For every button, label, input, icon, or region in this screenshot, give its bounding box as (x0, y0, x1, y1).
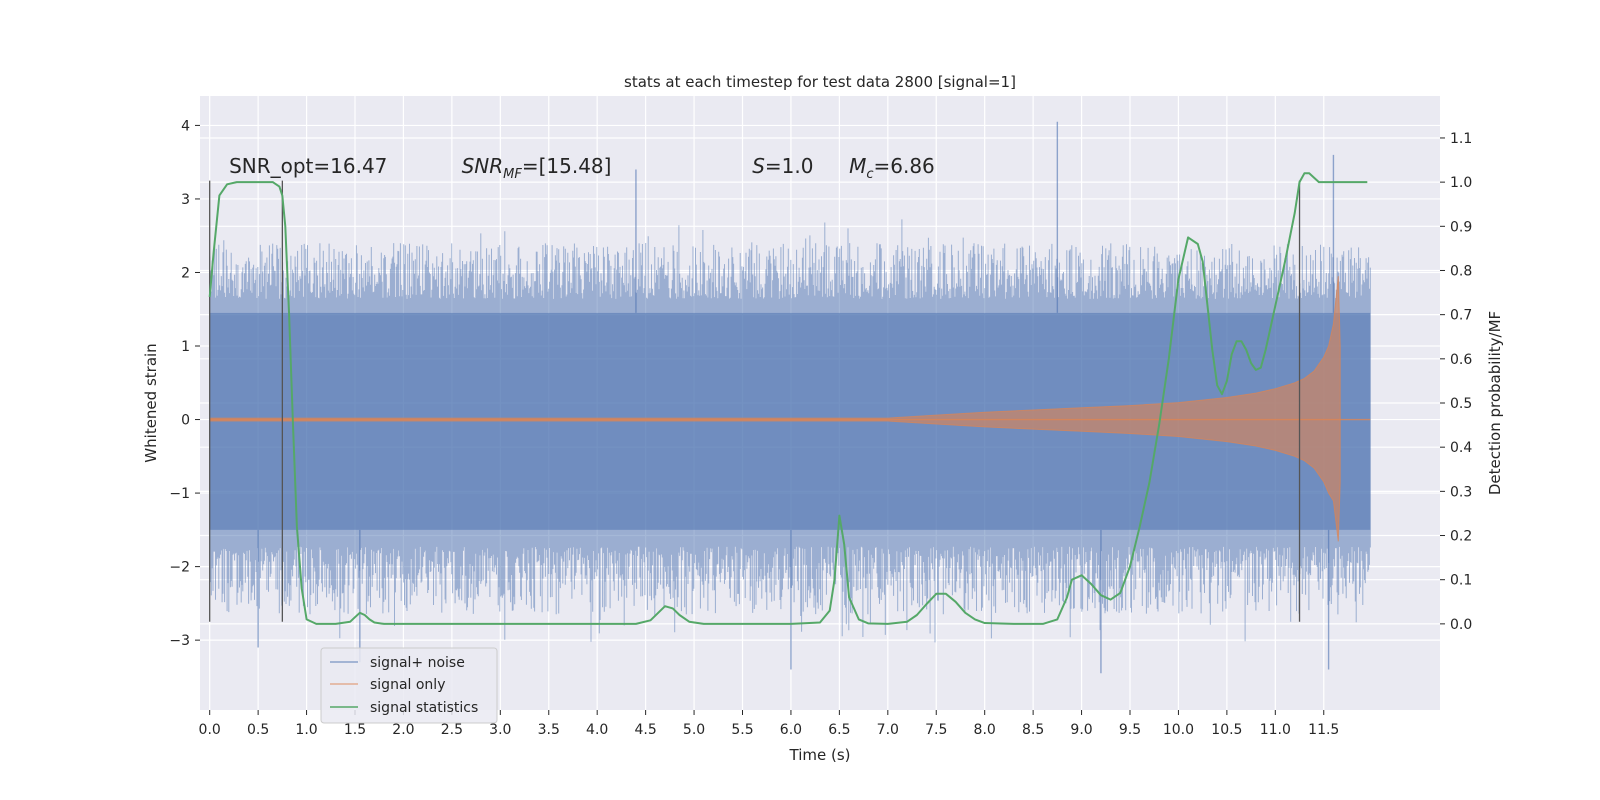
y2-tick-label: 0.3 (1450, 484, 1472, 500)
annotation-3: Mc=6.86 (849, 154, 935, 182)
y2-tick-label: 0.1 (1450, 573, 1472, 589)
series-signal-statistics (208, 172, 1368, 625)
legend: signal+ noise signal only signal statist… (320, 647, 498, 724)
x-tick-label: 0.5 (247, 722, 269, 738)
y-tick-label: 3 (181, 192, 190, 208)
statistics-line (208, 172, 1368, 625)
x-tick-label: 11.0 (1260, 722, 1291, 738)
marker-lines (209, 180, 1301, 622)
x-axis-label: Time (s) (789, 746, 851, 764)
x-tick-label: 2.5 (441, 722, 463, 738)
annotation-suffix: =6.86 (873, 154, 934, 178)
x-tick-label: 10.5 (1211, 722, 1242, 738)
legend-label-signal-only: signal only (370, 677, 445, 693)
legend-label-signal-plus-noise: signal+ noise (370, 655, 465, 671)
x-tick-label: 6.5 (828, 722, 850, 738)
y-ticks: −3 −2 −1 0 1 2 3 4 (169, 118, 200, 649)
annotation-main: S (752, 154, 765, 178)
annotation-sub: c (866, 167, 873, 182)
y-tick-label: −2 (169, 560, 190, 576)
y2-tick-label: 0.6 (1450, 352, 1472, 368)
y-tick-label: 4 (181, 118, 190, 134)
annotation-suffix: =[15.48] (522, 154, 612, 178)
annotation-main: SNR (462, 154, 504, 178)
x-tick-label: 4.0 (586, 722, 608, 738)
annotation-0: SNR_opt=16.47 (229, 154, 387, 178)
y-axis-label: Whitened strain (142, 343, 160, 462)
legend-box (320, 647, 498, 724)
y2-tick-label: 1.1 (1450, 131, 1472, 147)
signal-envelope (209, 276, 1341, 542)
series-signal-only (209, 276, 1371, 542)
y2-tick-label: 1.0 (1450, 175, 1472, 191)
y-tick-label: 2 (181, 265, 190, 281)
annotation-2: S=1.0 (752, 154, 813, 178)
y2-tick-label: 0.2 (1450, 529, 1472, 545)
x-tick-label: 5.5 (731, 722, 753, 738)
y2-ticks: 0.0 0.1 0.2 0.3 0.4 0.5 0.6 0.7 0.8 0.9 1.0 1.1 (1440, 131, 1472, 633)
annotation-main: SNR_opt=16.47 (229, 154, 387, 178)
annotation-main: M (849, 154, 866, 178)
x-tick-label: 3.0 (489, 722, 511, 738)
y2-axis-label: Detection probability/MF (1486, 311, 1504, 495)
y2-tick-label: 0.4 (1450, 440, 1472, 456)
x-tick-label: 7.5 (925, 722, 947, 738)
y-tick-label: −1 (169, 486, 190, 502)
y2-tick-label: 0.9 (1450, 219, 1472, 235)
x-tick-label: 5.0 (683, 722, 705, 738)
x-tick-label: 2.0 (392, 722, 414, 738)
x-tick-label: 1.5 (344, 722, 366, 738)
y2-tick-label: 0.0 (1450, 617, 1472, 633)
x-tick-label: 10.0 (1163, 722, 1194, 738)
y-tick-label: 1 (181, 339, 190, 355)
chart-title: stats at each timestep for test data 280… (624, 73, 1016, 91)
x-tick-label: 9.0 (1070, 722, 1092, 738)
x-ticks: 0.0 0.5 1.0 1.5 2.0 2.5 3.0 3.5 4.0 4.5 5.0 5.5 6.0 6… (199, 710, 1339, 738)
y2-tick-label: 0.8 (1450, 263, 1472, 279)
x-tick-label: 1.0 (295, 722, 317, 738)
x-tick-label: 0.0 (199, 722, 221, 738)
annotation-suffix: =1.0 (765, 154, 814, 178)
y2-tick-label: 0.7 (1450, 308, 1472, 324)
y-tick-label: −3 (169, 633, 190, 649)
x-tick-label: 4.5 (634, 722, 656, 738)
x-tick-label: 7.0 (877, 722, 899, 738)
x-tick-label: 11.5 (1308, 722, 1339, 738)
y2-tick-label: 0.5 (1450, 396, 1472, 412)
annotations: SNR_opt=16.47 SNRMF=[15.48] S=1.0 Mc=6.86 (229, 154, 935, 182)
x-tick-label: 8.0 (974, 722, 996, 738)
x-tick-label: 8.5 (1022, 722, 1044, 738)
annotation-sub: MF (503, 167, 522, 182)
y-tick-label: 0 (181, 413, 190, 429)
x-tick-label: 9.5 (1119, 722, 1141, 738)
x-tick-label: 3.5 (538, 722, 560, 738)
legend-label-signal-statistics: signal statistics (370, 700, 478, 716)
annotation-1: SNRMF=[15.48] (462, 154, 612, 182)
x-tick-label: 6.0 (780, 722, 802, 738)
